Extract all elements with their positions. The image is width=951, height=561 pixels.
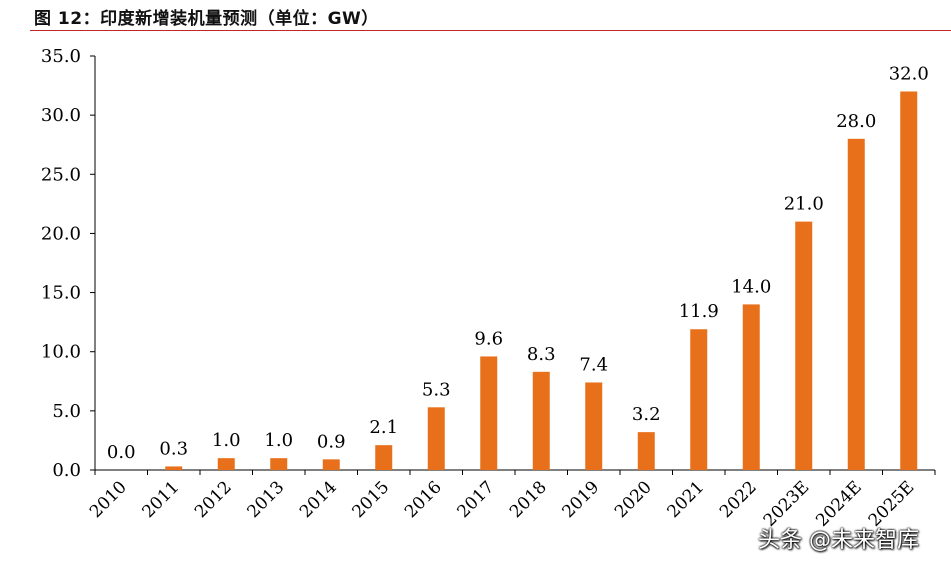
bar-2019 [585, 382, 603, 470]
x-tick-label: 2010 [86, 477, 131, 522]
x-tick-label: 2012 [191, 477, 236, 522]
y-tick-label: 10.0 [41, 342, 81, 363]
x-tick-label: 2019 [559, 477, 604, 522]
data-label: 9.6 [474, 328, 503, 349]
bar-2014 [322, 459, 340, 470]
data-label: 28.0 [836, 111, 876, 132]
bar-2022 [742, 304, 760, 470]
x-tick-label: 2018 [506, 477, 551, 522]
y-tick-label: 15.0 [41, 283, 81, 304]
x-tick-label: 2015 [349, 477, 394, 522]
x-tick-label: 2017 [454, 477, 499, 522]
bar-2020 [637, 432, 655, 470]
data-label: 0.0 [107, 442, 136, 463]
bar-2024E [847, 138, 865, 471]
bar-2018 [532, 371, 550, 470]
data-label: 11.9 [679, 301, 719, 322]
y-tick-label: 30.0 [41, 105, 81, 126]
value-labels: 0.0 0.3 1.0 1.0 0.9 2.1 5.3 9.6 8.3 7.4 3.2 11.9 14.… [107, 63, 929, 463]
data-label: 1.0 [264, 430, 293, 451]
x-tick-label: 2022 [716, 477, 761, 522]
data-label: 0.3 [159, 438, 188, 459]
bar-2012 [217, 458, 235, 470]
x-tick-label: 2011 [139, 477, 184, 522]
x-tick-label: 2020 [611, 477, 656, 522]
x-tick-label: 2021 [664, 477, 709, 522]
y-tick-label: 5.0 [52, 401, 81, 422]
x-tick-label: 2014 [296, 477, 341, 522]
y-tick-label: 35.0 [41, 46, 81, 67]
bar-2011 [165, 466, 183, 470]
y-tick-label: 20.0 [41, 223, 81, 244]
y-tick-label: 25.0 [41, 164, 81, 185]
x-tick-label: 2013 [244, 477, 289, 522]
data-label: 3.2 [632, 404, 661, 425]
bar-2015 [375, 445, 393, 470]
data-label: 32.0 [889, 63, 929, 84]
y-axis: 0.0 5.0 10.0 15.0 20.0 25.0 30.0 35.0 [41, 46, 96, 481]
bars [165, 91, 918, 471]
figure-caption: 图 12：印度新增装机量预测（单位：GW） [34, 9, 379, 29]
watermark: 头条 @未来智库 [758, 528, 919, 553]
bar-2017 [480, 356, 498, 470]
bar-2013 [270, 458, 288, 470]
data-label: 2.1 [369, 417, 398, 438]
data-label: 7.4 [579, 354, 608, 375]
data-label: 1.0 [212, 430, 241, 451]
bar-2021 [690, 329, 708, 470]
data-label: 21.0 [784, 194, 824, 215]
bar-2023E [795, 221, 813, 470]
data-label: 5.3 [422, 379, 451, 400]
data-label: 8.3 [527, 344, 556, 365]
data-label: 0.9 [317, 431, 346, 452]
caption-divider [30, 30, 951, 31]
bar-2025E [900, 91, 918, 470]
x-tick-label: 2016 [401, 477, 446, 522]
data-label: 14.0 [731, 276, 771, 297]
y-tick-label: 0.0 [52, 460, 81, 481]
bar-2016 [427, 407, 445, 470]
